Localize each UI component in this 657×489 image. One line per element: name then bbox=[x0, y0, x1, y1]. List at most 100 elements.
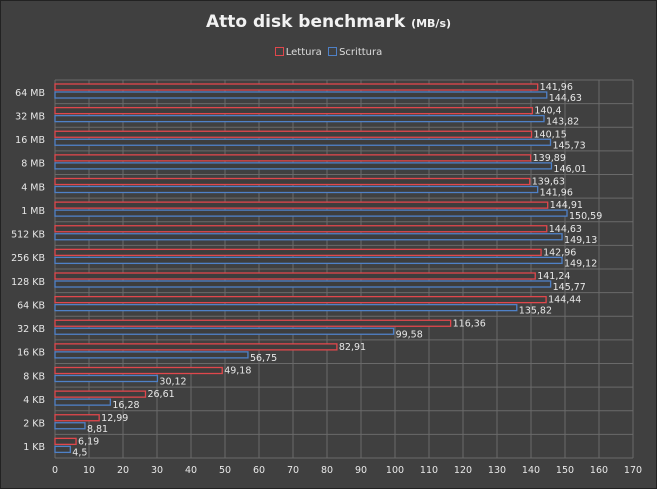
y-tick-label: 1 MB bbox=[21, 206, 45, 217]
data-label-lettura: 6,19 bbox=[78, 436, 99, 447]
y-tick-label: 64 MB bbox=[15, 88, 45, 99]
data-label-scrittura: 135,82 bbox=[519, 306, 552, 317]
bar-lettura bbox=[54, 272, 536, 280]
y-tick-label: 16 MB bbox=[15, 135, 45, 146]
bar-scrittura bbox=[54, 374, 159, 383]
data-label-lettura: 82,91 bbox=[339, 342, 366, 353]
data-label-scrittura: 149,12 bbox=[564, 258, 597, 269]
bar-lettura bbox=[54, 343, 338, 351]
legend-label-scrittura: Scrittura bbox=[339, 47, 383, 58]
bar-scrittura bbox=[54, 185, 539, 194]
bar-lettura bbox=[54, 83, 539, 91]
x-tick-label: 60 bbox=[253, 465, 265, 476]
bar-lettura bbox=[54, 201, 549, 209]
y-tick-label: 2 KB bbox=[23, 419, 45, 430]
y-tick-label: 256 KB bbox=[11, 253, 45, 264]
bar-scrittura bbox=[54, 303, 518, 312]
bar-scrittura bbox=[54, 280, 552, 288]
data-label-scrittura: 144,63 bbox=[549, 93, 582, 104]
y-tick-label: 8 KB bbox=[23, 371, 45, 382]
bar-lettura bbox=[54, 130, 533, 138]
data-label-scrittura: 143,82 bbox=[546, 117, 579, 128]
data-label-lettura: 144,91 bbox=[550, 200, 583, 211]
data-label-scrittura: 150,59 bbox=[569, 211, 602, 222]
x-tick-label: 140 bbox=[522, 465, 540, 476]
data-label-lettura: 144,63 bbox=[549, 224, 582, 235]
data-label-lettura: 144,44 bbox=[548, 295, 581, 306]
data-label-scrittura: 8,81 bbox=[87, 424, 108, 435]
bar-lettura bbox=[54, 106, 534, 115]
bar-scrittura bbox=[54, 233, 563, 241]
x-tick-label: 90 bbox=[355, 465, 367, 476]
data-label-scrittura: 4,5 bbox=[72, 447, 87, 458]
data-label-lettura: 140,15 bbox=[534, 129, 567, 140]
x-tick-label: 100 bbox=[386, 465, 404, 476]
bar-scrittura bbox=[54, 256, 563, 265]
bar-scrittura bbox=[54, 445, 71, 454]
y-tick-label: 16 KB bbox=[17, 348, 45, 359]
bar-scrittura bbox=[54, 398, 112, 406]
x-tick-label: 50 bbox=[219, 465, 231, 476]
bar-lettura bbox=[54, 225, 548, 233]
data-label-lettura: 26,61 bbox=[147, 389, 174, 400]
data-label-lettura: 139,63 bbox=[532, 177, 565, 188]
bar-lettura bbox=[54, 295, 547, 304]
bar-lettura bbox=[54, 414, 100, 422]
x-tick-label: 150 bbox=[556, 465, 574, 476]
data-label-scrittura: 141,96 bbox=[540, 188, 573, 199]
data-label-scrittura: 145,77 bbox=[553, 282, 586, 293]
bar-lettura bbox=[54, 154, 532, 162]
y-tick-label: 8 MB bbox=[21, 159, 45, 170]
x-tick-label: 20 bbox=[117, 465, 129, 476]
x-tick-label: 130 bbox=[488, 465, 506, 476]
bar-lettura bbox=[54, 248, 542, 257]
bar-lettura bbox=[54, 177, 531, 186]
x-tick-label: 170 bbox=[624, 465, 642, 476]
bar-scrittura bbox=[54, 162, 553, 170]
bar-scrittura bbox=[54, 138, 552, 146]
chart-title: Atto disk benchmark (MB/s) bbox=[1, 12, 656, 32]
data-label-lettura: 142,96 bbox=[543, 247, 576, 258]
bar-lettura bbox=[54, 366, 223, 375]
x-tick-label: 40 bbox=[185, 465, 197, 476]
y-tick-label: 1 KB bbox=[23, 442, 45, 453]
bar-scrittura bbox=[54, 209, 568, 217]
title-unit: (MB/s) bbox=[411, 17, 452, 30]
y-tick-label: 32 KB bbox=[17, 324, 45, 335]
x-tick-label: 30 bbox=[151, 465, 163, 476]
legend-swatch-scrittura bbox=[328, 47, 338, 56]
data-label-scrittura: 145,73 bbox=[552, 140, 585, 151]
data-label-lettura: 141,96 bbox=[540, 82, 573, 93]
bar-lettura bbox=[54, 437, 77, 446]
bar-lettura bbox=[54, 390, 147, 398]
legend-swatch-lettura bbox=[274, 47, 284, 56]
data-label-scrittura: 99,58 bbox=[396, 329, 423, 340]
y-tick-label: 4 KB bbox=[23, 395, 45, 406]
y-tick-label: 64 KB bbox=[17, 300, 45, 311]
x-tick-label: 70 bbox=[287, 465, 299, 476]
y-tick-label: 4 MB bbox=[21, 182, 45, 193]
y-tick-label: 512 KB bbox=[11, 230, 45, 241]
bar-lettura bbox=[54, 319, 452, 327]
data-label-scrittura: 149,13 bbox=[564, 235, 597, 246]
data-label-scrittura: 30,12 bbox=[159, 377, 186, 388]
legend-label-lettura: Lettura bbox=[285, 47, 322, 58]
x-tick-label: 0 bbox=[52, 465, 58, 476]
bar-scrittura bbox=[54, 91, 548, 99]
x-tick-label: 80 bbox=[321, 465, 333, 476]
bar-scrittura bbox=[54, 351, 249, 359]
title-text: Atto disk benchmark bbox=[205, 12, 406, 32]
x-tick-label: 160 bbox=[590, 465, 608, 476]
x-tick-label: 10 bbox=[83, 465, 95, 476]
data-label-lettura: 12,99 bbox=[101, 413, 128, 424]
y-tick-label: 128 KB bbox=[11, 277, 45, 288]
data-label-lettura: 141,24 bbox=[537, 271, 570, 282]
data-label-lettura: 49,18 bbox=[224, 366, 251, 377]
x-tick-label: 120 bbox=[454, 465, 472, 476]
data-label-lettura: 139,89 bbox=[533, 153, 566, 164]
data-label-scrittura: 16,28 bbox=[112, 400, 139, 411]
data-label-lettura: 140,4 bbox=[534, 106, 561, 117]
data-label-scrittura: 146,01 bbox=[553, 164, 586, 175]
